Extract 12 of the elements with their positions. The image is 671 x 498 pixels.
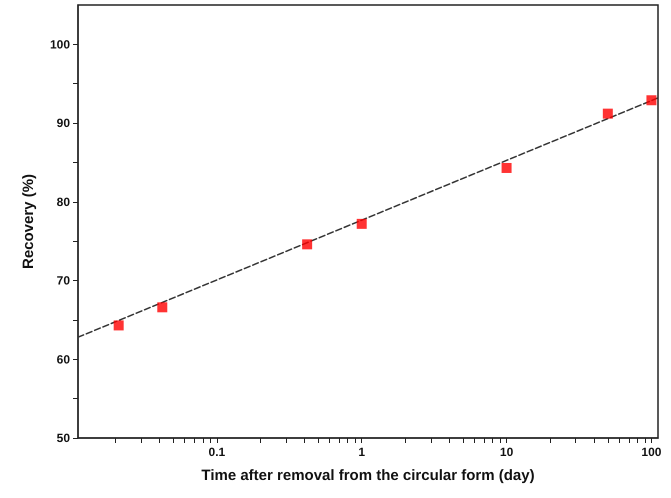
- x-tick-label: 1: [358, 445, 366, 459]
- y-tick-label: 100: [50, 37, 70, 52]
- y-tick-label: 90: [56, 116, 70, 130]
- y-axis-title: Recovery (%): [20, 174, 37, 270]
- x-tick-label: 0.1: [208, 445, 226, 459]
- y-tick-label: 50: [56, 431, 70, 445]
- x-tick-label: 10: [500, 445, 514, 459]
- y-tick-label: 60: [56, 352, 70, 366]
- x-axis-title: Time after removal from the circular form (day): [201, 467, 535, 484]
- y-tick-label: 80: [56, 194, 70, 209]
- y-tick-label: 70: [56, 274, 70, 288]
- x-tick-label: 100: [641, 445, 662, 459]
